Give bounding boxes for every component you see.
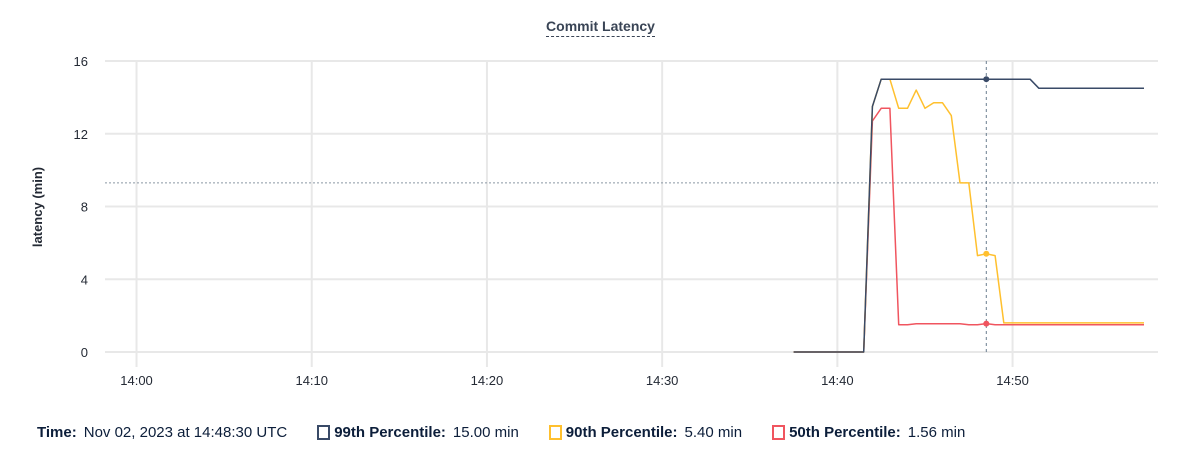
- y-tick-label: 8: [81, 200, 88, 215]
- legend-label: 50th Percentile:: [789, 424, 901, 441]
- legend-item-50th[interactable]: 50th Percentile: 1.56 min: [772, 424, 965, 441]
- legend-label: 90th Percentile:: [565, 424, 678, 441]
- x-tick-label: 14:00: [120, 373, 153, 388]
- x-tick-label: 14:50: [996, 373, 1029, 388]
- legend-value: 5.40 min: [684, 424, 743, 441]
- legend-swatch: [772, 425, 786, 440]
- axis-ticks: 0 4 8 12 16 14:00 14:10 14:20 14:30 14:40 14:50: [74, 54, 1029, 388]
- y-tick-label: 4: [81, 272, 88, 287]
- legend-item-99th[interactable]: 99th Percentile: 15.00 min: [317, 424, 519, 441]
- time-label: Time:: [37, 424, 77, 441]
- chart-title-text: Commit Latency: [546, 18, 655, 37]
- legend-value: 15.00 min: [452, 424, 519, 441]
- series-line-99th: [793, 78, 1144, 353]
- y-axis-label: latency (min): [30, 167, 45, 247]
- x-tick-label: 14:10: [295, 373, 328, 388]
- legend-swatch: [548, 425, 562, 440]
- hover-point-50th: [983, 320, 990, 327]
- grid: [105, 60, 1158, 367]
- series-line-50th: [793, 107, 1144, 353]
- hover-point-99th: [983, 76, 990, 83]
- series-line-90th: [793, 78, 1144, 353]
- legend-swatch: [317, 425, 331, 440]
- x-tick-label: 14:20: [471, 373, 504, 388]
- series-lines: [793, 78, 1144, 353]
- hover-point-90th: [983, 250, 990, 257]
- y-tick-label: 0: [81, 345, 88, 360]
- hover-points: [983, 76, 990, 327]
- hover-legend: Time: Nov 02, 2023 at 14:48:30 UTC 99th …: [37, 424, 965, 441]
- legend-item-90th[interactable]: 90th Percentile: 5.40 min: [548, 424, 743, 441]
- x-tick-label: 14:30: [646, 373, 679, 388]
- time-value: Nov 02, 2023 at 14:48:30 UTC: [83, 424, 288, 441]
- chart-title[interactable]: Commit Latency: [0, 18, 1201, 37]
- latency-chart: 0 4 8 12 16 14:00 14:10 14:20 14:30 14:40 14:50 la…: [30, 54, 1158, 388]
- x-tick-label: 14:40: [821, 373, 854, 388]
- y-tick-label: 12: [74, 127, 88, 142]
- legend-label: 99th Percentile:: [334, 424, 446, 441]
- legend-time: Time: Nov 02, 2023 at 14:48:30 UTC: [37, 424, 287, 441]
- legend-value: 1.56 min: [907, 424, 966, 441]
- y-tick-label: 16: [74, 54, 88, 69]
